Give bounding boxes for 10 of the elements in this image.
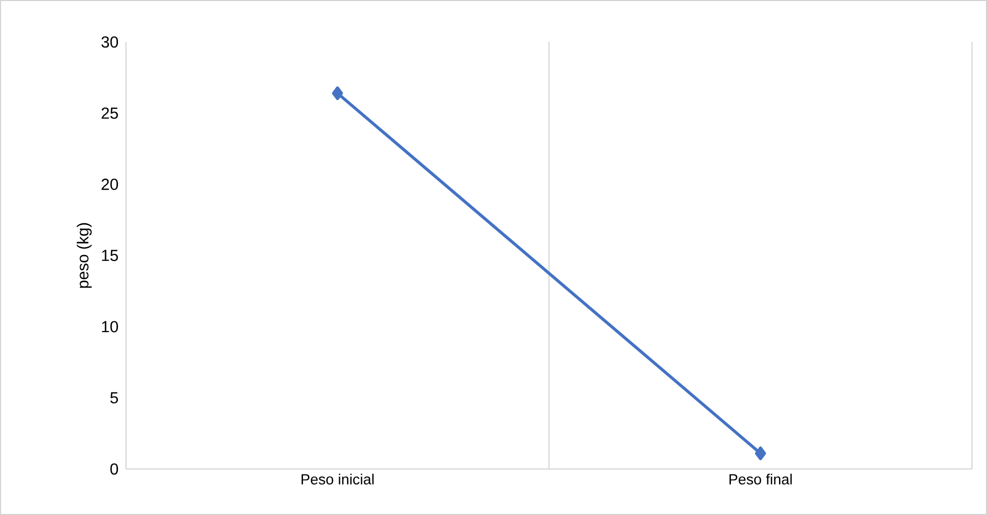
y-tick-label: 30 [101,36,118,48]
y-tick-label: 25 [102,108,118,119]
x-tick-label: Peso inicial [302,474,374,484]
y-axis-title: peso (kg) [76,223,92,288]
y-tick-label: 20 [102,178,118,190]
y-tick-label: 0 [110,463,118,475]
y-tick-label: 10 [102,321,118,332]
y-tick-label: 5 [110,392,118,404]
x-tick-label: Peso final [730,474,792,484]
y-tick-label: 15 [102,250,118,262]
